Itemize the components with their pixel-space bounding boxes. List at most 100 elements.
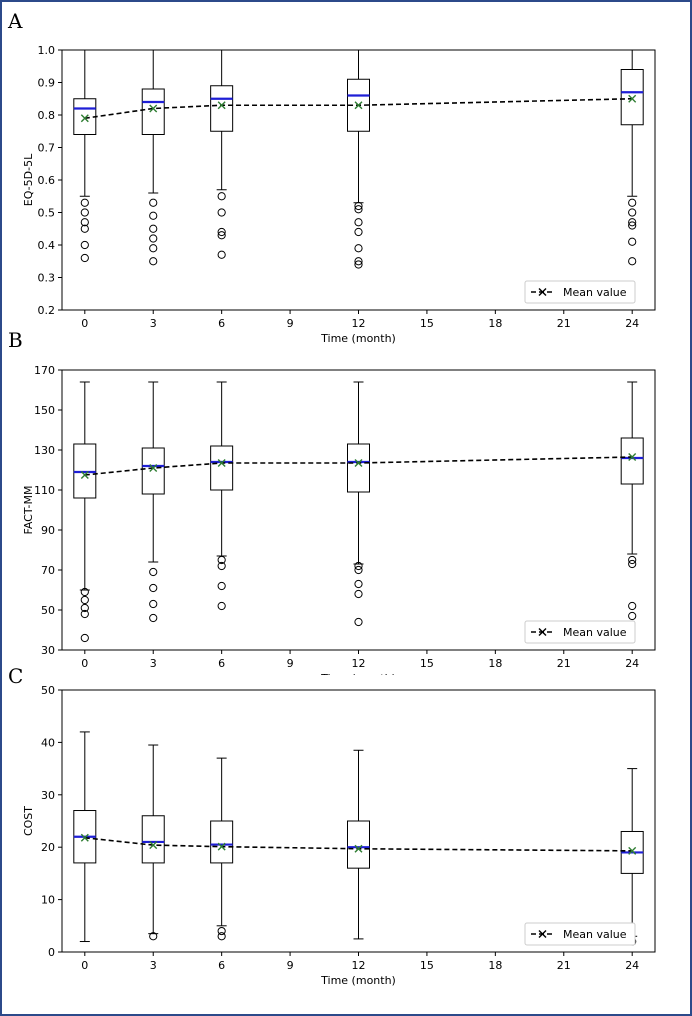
- y-tick-label: 10: [41, 894, 55, 907]
- x-tick-label: 12: [352, 317, 366, 330]
- x-tick-label: 18: [488, 657, 502, 670]
- mean-marker: [80, 833, 89, 842]
- outlier-point: [217, 561, 226, 571]
- y-tick-label: 0.9: [38, 77, 56, 90]
- outlier-point: [149, 583, 158, 593]
- x-tick-label: 12: [352, 959, 366, 972]
- y-axis-label: EQ-5D-5L: [22, 153, 35, 206]
- legend: Mean value: [524, 620, 636, 644]
- mean-marker-stroke: [628, 846, 637, 855]
- y-axis-label: FACT-MM: [22, 486, 35, 535]
- x-axis-label: Time (month): [320, 332, 396, 345]
- outlier-point: [217, 581, 226, 591]
- legend: Mean value: [524, 280, 636, 304]
- y-tick-label: 130: [34, 444, 55, 457]
- outlier-point: [354, 561, 363, 571]
- outlier-point: [628, 559, 637, 569]
- panel-letter-c: C: [8, 664, 23, 688]
- outlier-point: [628, 555, 637, 565]
- x-tick-label: 15: [420, 657, 434, 670]
- outlier-point: [149, 234, 158, 243]
- x-tick-label: 18: [488, 317, 502, 330]
- box-month-12: [347, 49, 370, 269]
- legend-marker: [538, 288, 547, 296]
- box-month-12: [347, 381, 370, 627]
- outlier-point: [80, 224, 89, 233]
- y-tick-label: 0.3: [38, 272, 56, 285]
- mean-marker-stroke: [80, 114, 89, 123]
- y-tick-label: 30: [41, 789, 55, 802]
- legend-marker: [538, 628, 547, 636]
- axis-label-overlap-mask: [62, 675, 655, 685]
- x-tick-label: 12: [352, 657, 366, 670]
- iqr-box: [347, 443, 370, 493]
- iqr-box: [210, 445, 234, 491]
- x-tick-label: 21: [557, 959, 571, 972]
- box-month-6: [210, 381, 234, 611]
- outlier-point: [80, 603, 89, 613]
- x-tick-label: 24: [625, 317, 639, 330]
- mean-marker: [149, 464, 158, 472]
- outlier-point: [80, 587, 89, 597]
- y-tick-label: 90: [41, 524, 55, 537]
- outlier-point: [217, 555, 226, 565]
- box-month-6: [210, 757, 234, 941]
- mean-marker-stroke: [354, 844, 363, 853]
- outlier-point: [628, 218, 637, 227]
- x-tick-label: 15: [420, 317, 434, 330]
- outlier-point: [149, 599, 158, 609]
- x-tick-label: 6: [218, 317, 225, 330]
- y-tick-label: 1.0: [38, 44, 56, 57]
- x-tick-label: 6: [218, 959, 225, 972]
- legend-box: [524, 922, 636, 946]
- outlier-point: [628, 221, 637, 230]
- box-month-6: [210, 49, 234, 259]
- outlier-point: [149, 244, 158, 253]
- legend-box: [524, 620, 636, 644]
- iqr-box: [210, 820, 234, 864]
- mean-marker: [354, 101, 363, 110]
- y-tick-label: 0: [48, 946, 55, 959]
- outlier-point: [354, 565, 363, 575]
- outlier-point: [354, 257, 363, 266]
- outlier-point: [217, 926, 226, 936]
- mean-marker: [354, 459, 363, 467]
- outlier-point: [217, 250, 226, 259]
- mean-marker: [217, 842, 226, 851]
- iqr-box: [141, 88, 165, 135]
- x-tick-label: 3: [150, 959, 157, 972]
- iqr-box: [620, 69, 644, 126]
- x-tick-label: 21: [557, 317, 571, 330]
- y-tick-label: 150: [34, 404, 55, 417]
- panel-letter-a: A: [7, 9, 23, 33]
- mean-marker-stroke: [217, 842, 226, 851]
- mean-marker: [149, 104, 158, 113]
- mean-marker: [217, 459, 226, 467]
- outlier-point: [149, 567, 158, 577]
- y-tick-label: 20: [41, 841, 55, 854]
- y-tick-label: 30: [41, 644, 55, 657]
- y-tick-label: 170: [34, 364, 55, 377]
- outlier-point: [628, 611, 637, 621]
- y-tick-label: 0.7: [38, 142, 56, 155]
- iqr-box: [347, 820, 370, 869]
- box-month-3: [141, 744, 165, 941]
- box-month-24: [620, 381, 644, 621]
- mean-marker-stroke: [354, 101, 363, 110]
- y-tick-label: 50: [41, 684, 55, 697]
- outlier-point: [354, 260, 363, 269]
- outlier-point: [354, 589, 363, 599]
- y-tick-label: 0.2: [38, 304, 56, 317]
- x-tick-label: 21: [557, 657, 571, 670]
- outlier-point: [149, 613, 158, 623]
- mean-marker-stroke: [80, 833, 89, 842]
- outlier-point: [217, 932, 226, 941]
- box-month-12: [347, 749, 370, 940]
- legend-marker: [538, 930, 547, 938]
- x-tick-label: 3: [150, 657, 157, 670]
- y-tick-label: 0.6: [38, 174, 56, 187]
- box-month-24: [620, 768, 644, 946]
- outlier-point: [628, 601, 637, 611]
- outlier-point: [217, 192, 226, 201]
